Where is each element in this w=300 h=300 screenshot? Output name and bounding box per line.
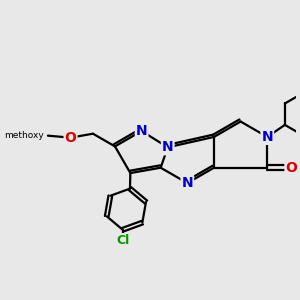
Text: N: N xyxy=(162,140,173,154)
Text: O: O xyxy=(285,161,297,175)
Text: N: N xyxy=(136,124,147,138)
Text: N: N xyxy=(262,130,273,144)
Text: methoxy: methoxy xyxy=(4,131,44,140)
Text: O: O xyxy=(64,130,76,145)
Text: Cl: Cl xyxy=(116,234,129,247)
Text: N: N xyxy=(182,176,193,190)
